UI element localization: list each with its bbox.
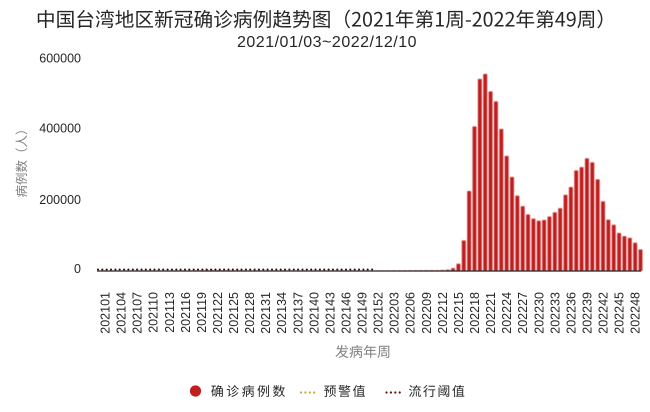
svg-text:202140: 202140: [307, 292, 321, 334]
svg-text:202146: 202146: [340, 292, 354, 334]
svg-text:202116: 202116: [179, 292, 193, 333]
svg-text:202128: 202128: [243, 292, 257, 334]
svg-text:202137: 202137: [291, 292, 305, 334]
svg-text:202236: 202236: [564, 292, 578, 334]
svg-text:202239: 202239: [581, 292, 595, 334]
svg-text:202143: 202143: [323, 292, 337, 334]
svg-text:202227: 202227: [516, 292, 530, 334]
svg-text:202152: 202152: [372, 292, 386, 334]
svg-text:202122: 202122: [211, 292, 225, 334]
svg-text:202107: 202107: [131, 292, 145, 334]
svg-text:202212: 202212: [436, 292, 450, 334]
svg-text:202113: 202113: [163, 292, 177, 333]
svg-text:0: 0: [74, 262, 81, 276]
svg-text:600000: 600000: [39, 52, 81, 66]
svg-text:202101: 202101: [99, 292, 113, 334]
svg-text:202248: 202248: [629, 292, 643, 334]
svg-text:202224: 202224: [500, 292, 514, 334]
svg-text:202203: 202203: [388, 292, 402, 334]
svg-text:202119: 202119: [195, 292, 209, 333]
svg-text:202221: 202221: [484, 292, 498, 334]
svg-text:202218: 202218: [468, 292, 482, 334]
svg-text:400000: 400000: [39, 122, 81, 136]
svg-text:202125: 202125: [227, 292, 241, 334]
svg-text:202230: 202230: [532, 292, 546, 334]
svg-text:200000: 200000: [39, 193, 81, 207]
svg-text:202104: 202104: [115, 292, 129, 334]
svg-text:202131: 202131: [259, 292, 273, 334]
svg-text:202245: 202245: [613, 292, 627, 334]
svg-text:202215: 202215: [452, 292, 466, 334]
svg-text:202134: 202134: [275, 292, 289, 334]
svg-text:202110: 202110: [147, 292, 161, 333]
svg-text:202209: 202209: [420, 292, 434, 334]
svg-text:202149: 202149: [356, 292, 370, 334]
svg-text:202206: 202206: [404, 292, 418, 334]
svg-text:2021/01/03~2022/12/10: 2021/01/03~2022/12/10: [237, 34, 417, 51]
svg-text:202242: 202242: [597, 292, 611, 334]
svg-text:202233: 202233: [548, 292, 562, 334]
